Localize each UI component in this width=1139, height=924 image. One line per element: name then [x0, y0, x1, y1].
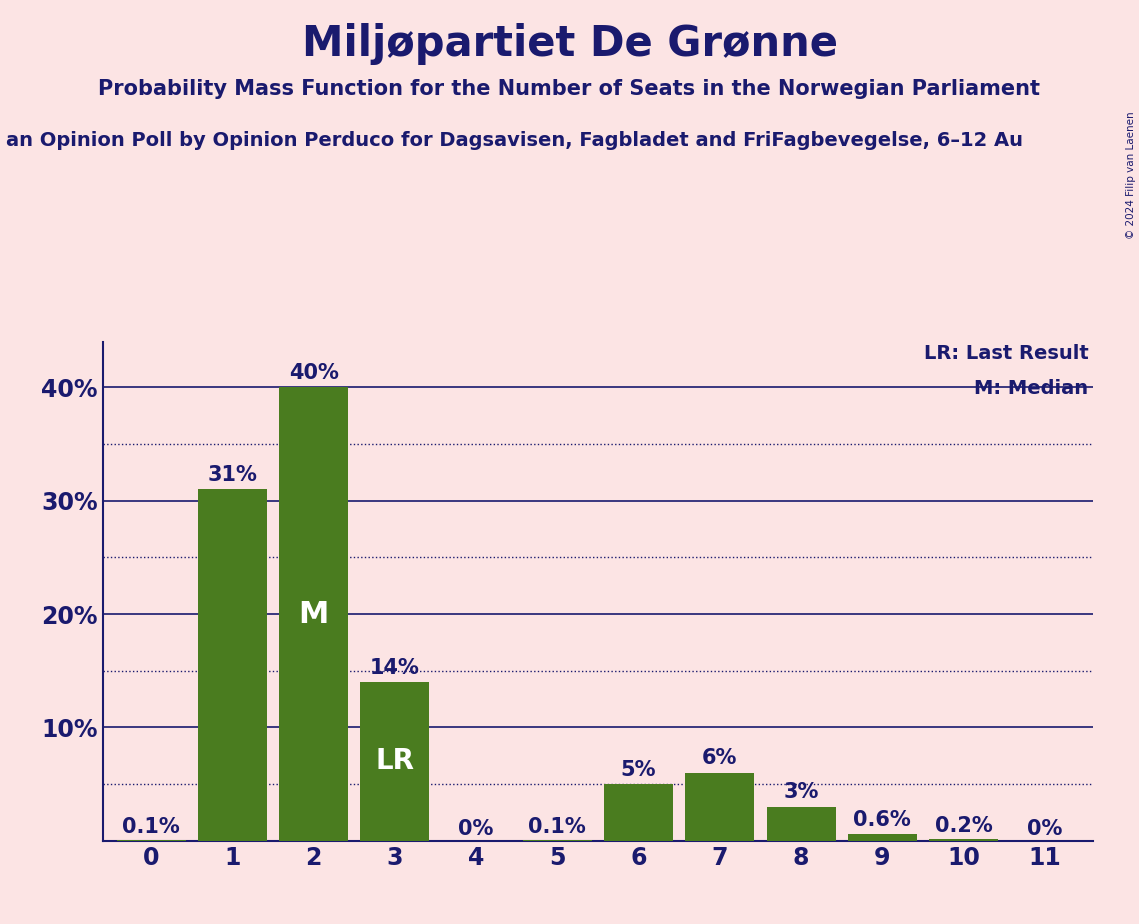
- Bar: [360, 682, 429, 841]
- Text: Probability Mass Function for the Number of Seats in the Norwegian Parliament: Probability Mass Function for the Number…: [98, 79, 1041, 99]
- Bar: [198, 490, 267, 841]
- Text: LR: LR: [376, 748, 415, 775]
- Text: 31%: 31%: [207, 465, 257, 485]
- Bar: [523, 840, 592, 841]
- Text: 0.2%: 0.2%: [935, 816, 992, 836]
- Text: 0.1%: 0.1%: [528, 818, 587, 837]
- Bar: [279, 387, 349, 841]
- Text: 0%: 0%: [1027, 819, 1063, 839]
- Bar: [116, 840, 186, 841]
- Bar: [604, 784, 673, 841]
- Text: 3%: 3%: [784, 783, 819, 802]
- Bar: [847, 834, 917, 841]
- Bar: [929, 839, 998, 841]
- Bar: [686, 772, 754, 841]
- Text: an Opinion Poll by Opinion Perduco for Dagsavisen, Fagbladet and FriFagbevegelse: an Opinion Poll by Opinion Perduco for D…: [6, 131, 1023, 151]
- Text: M: Median: M: Median: [974, 379, 1089, 398]
- Text: 0.1%: 0.1%: [122, 818, 180, 837]
- Text: 14%: 14%: [370, 658, 420, 677]
- Text: Miljøpartiet De Grønne: Miljøpartiet De Grønne: [302, 23, 837, 65]
- Bar: [767, 807, 836, 841]
- Text: 5%: 5%: [621, 760, 656, 780]
- Text: 6%: 6%: [702, 748, 737, 768]
- Text: 0%: 0%: [459, 819, 494, 839]
- Text: 40%: 40%: [289, 363, 338, 383]
- Text: M: M: [298, 600, 329, 628]
- Text: © 2024 Filip van Laenen: © 2024 Filip van Laenen: [1126, 111, 1136, 238]
- Text: 0.6%: 0.6%: [853, 809, 911, 830]
- Text: LR: Last Result: LR: Last Result: [924, 345, 1089, 363]
